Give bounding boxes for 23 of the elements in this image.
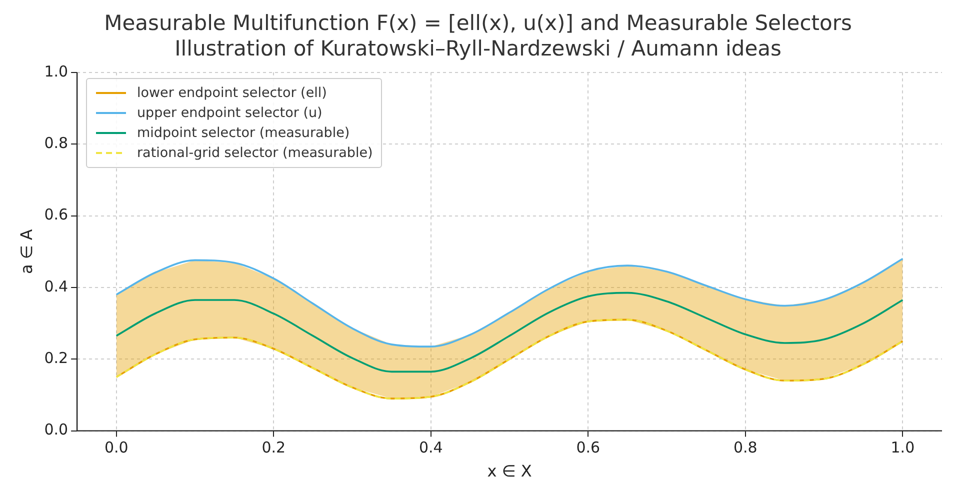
y-tick-label: 0.4 [44,277,68,296]
x-tick-label: 1.0 [890,438,915,457]
x-tick-label: 0.8 [733,438,758,457]
x-tick-label: 0.0 [104,438,128,457]
y-tick-label: 0.2 [44,349,68,368]
y-tick-label: 1.0 [44,62,68,80]
y-tick-label: 0.6 [44,206,68,224]
legend-label: midpoint selector (measurable) [137,124,350,143]
legend-label: rational-grid selector (measurable) [137,144,373,163]
line-series [115,318,904,400]
line-series [115,292,904,373]
chart-subtitle: Illustration of Kuratowski–Ryll-Nardzewski / Aumann ideas [174,36,782,60]
x-tick-label: 0.6 [576,438,600,457]
y-tick-label: 0.8 [44,134,68,152]
x-axis-title: x ∈ X [487,462,532,481]
legend-label: upper endpoint selector (u) [137,104,322,123]
x-tick-label: 0.4 [418,438,443,457]
x-tick-label: 0.2 [262,438,286,457]
y-axis-title: a ∈ A [16,229,36,274]
chart-title: Measurable Multifunction F(x) = [ell(x), u(x)] and Measurable Selectors [104,11,852,36]
y-tick-label: 0.0 [44,420,68,439]
line-series [115,258,904,348]
legend-label: lower endpoint selector (ell) [137,84,327,103]
